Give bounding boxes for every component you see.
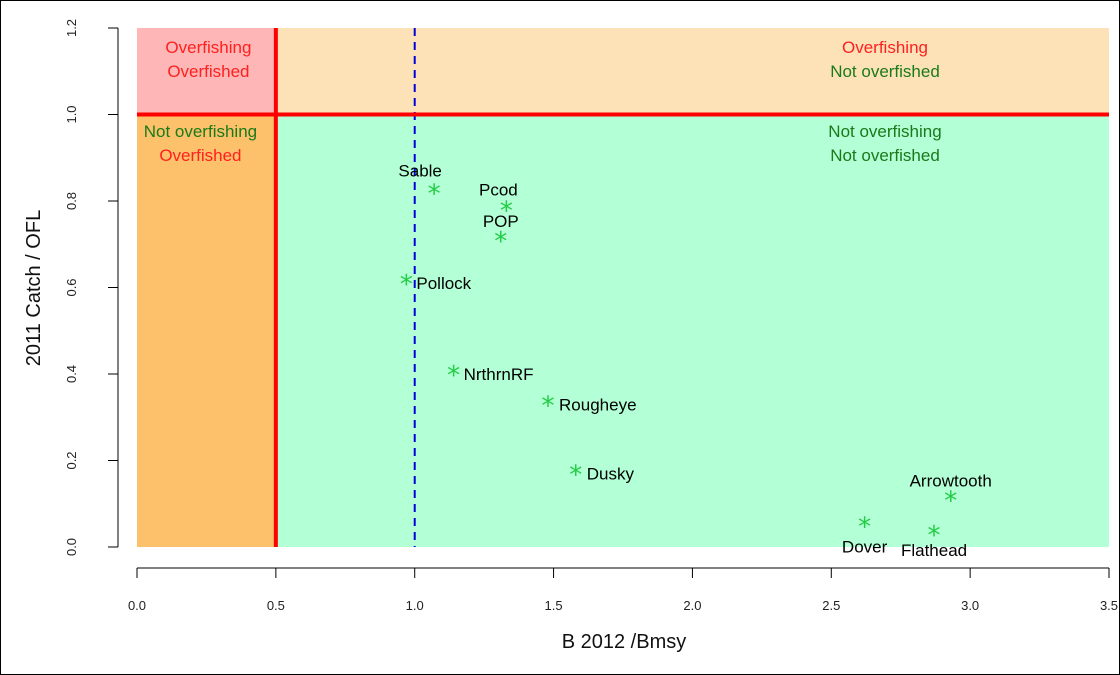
point-label-pcod: Pcod xyxy=(479,181,518,200)
point-marker-dusky: * xyxy=(569,460,582,490)
region-label-not-overfishing-overfished-1: Overfished xyxy=(159,146,241,165)
point-label-dover: Dover xyxy=(842,537,888,556)
point-marker-flathead: * xyxy=(928,521,941,551)
y-axis-title: 2011 Catch / OFL xyxy=(23,210,45,366)
x-tick-label-1: 0.5 xyxy=(267,598,285,613)
point-marker-pollock: * xyxy=(400,270,413,300)
point-marker-sable: * xyxy=(428,179,441,209)
point-marker-arrowtooth: * xyxy=(944,486,957,516)
point-label-dusky: Dusky xyxy=(587,464,635,483)
point-marker-nrthrnrf: * xyxy=(447,361,460,391)
point-label-flathead: Flathead xyxy=(901,541,967,560)
y-tick-label-3: 0.6 xyxy=(64,278,79,296)
x-tick-label-4: 2.0 xyxy=(683,598,701,613)
point-label-rougheye: Rougheye xyxy=(559,395,637,414)
region-labels-layer: Overfishing Overfished Overfishing Not over… xyxy=(144,38,942,165)
x-tick-label-3: 1.5 xyxy=(545,598,563,613)
region-not-overfishing-overfished xyxy=(137,114,276,547)
point-marker-pop: * xyxy=(494,227,507,257)
region-label-overfishing-overfished-1: Overfished xyxy=(167,62,249,81)
reference-lines-layer xyxy=(137,28,1109,547)
point-label-nrthrnrf: NrthrnRF xyxy=(464,365,534,384)
region-overfishing-overfished xyxy=(137,28,276,115)
region-label-not-overfishing-not-overfished-0: Not overfishing xyxy=(828,122,941,141)
point-marker-dover: * xyxy=(858,512,871,542)
y-tick-label-2: 0.4 xyxy=(64,365,79,383)
region-label-overfishing-not-overfished-1: Not overfished xyxy=(830,62,940,81)
points-layer: *Sable*Pcod*POP* Pollock* NrthrnRF* Roughey… xyxy=(398,161,991,560)
point-label-pollock: Pollock xyxy=(416,274,471,293)
y-tick-label-4: 0.8 xyxy=(64,192,79,210)
x-axis-title: B 2012 /Bmsy xyxy=(562,631,687,653)
point-marker-rougheye: * xyxy=(542,391,555,421)
axes-layer: 0.0 0.5 1.0 1.5 2.0 2.5 3.0 3.5 0.0 0.2 0.4 0.6 0.8 1… xyxy=(64,19,1118,613)
point-label-pop: POP xyxy=(483,212,519,231)
y-tick-label-1: 0.2 xyxy=(64,451,79,469)
y-tick-label-0: 0.0 xyxy=(64,538,79,556)
x-tick-label-6: 3.0 xyxy=(961,598,979,613)
x-tick-label-0: 0.0 xyxy=(128,598,146,613)
point-label-sable: Sable xyxy=(398,161,441,180)
region-label-not-overfishing-overfished-0: Not overfishing xyxy=(144,122,257,141)
region-label-not-overfishing-not-overfished-1: Not overfished xyxy=(830,146,940,165)
y-tick-label-5: 1.0 xyxy=(64,105,79,123)
x-tick-label-2: 1.0 xyxy=(406,598,424,613)
region-overfishing-not-overfished xyxy=(275,28,1109,115)
point-marker-pcod: * xyxy=(500,197,513,227)
x-tick-label-5: 2.5 xyxy=(822,598,840,613)
point-label-arrowtooth: Arrowtooth xyxy=(910,471,992,490)
region-label-overfishing-not-overfished-0: Overfishing xyxy=(842,38,928,57)
y-tick-label-6: 1.2 xyxy=(64,19,79,37)
x-tick-label-7: 3.5 xyxy=(1100,598,1118,613)
region-label-overfishing-overfished-0: Overfishing xyxy=(165,38,251,57)
